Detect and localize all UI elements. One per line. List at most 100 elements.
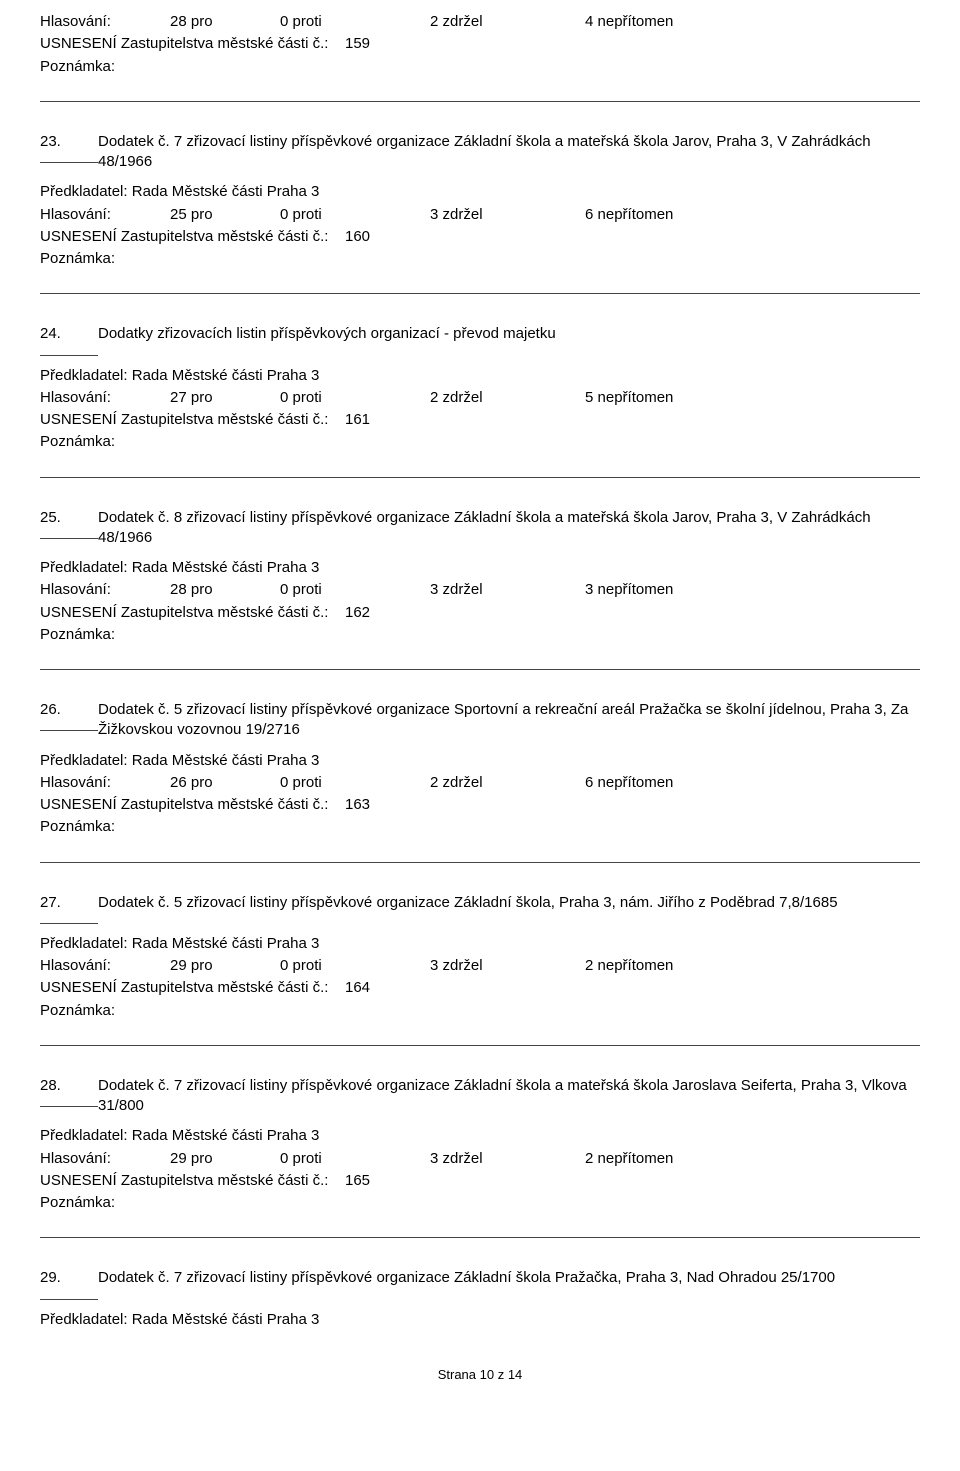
- vote-pro: 25 pro: [170, 205, 280, 225]
- vote-pro: 28 pro: [170, 580, 280, 600]
- agenda-item: 26.Dodatek č. 5 zřizovací listiny příspě…: [40, 670, 920, 863]
- note-row: Poznámka:: [40, 249, 920, 269]
- item-number: 29.: [40, 1268, 98, 1299]
- resolution-row: USNESENÍ Zastupitelstva městské části č.…: [40, 795, 920, 815]
- vote-nepritomen: 6 nepřítomen: [585, 205, 920, 225]
- presenter-label: Předkladatel:: [40, 1127, 132, 1144]
- vote-proti: 0 proti: [280, 956, 430, 976]
- item-title-row: 23.Dodatek č. 7 zřizovací listiny příspě…: [40, 132, 920, 173]
- vote-proti: 0 proti: [280, 580, 430, 600]
- resolution-row: USNESENÍ Zastupitelstva městské části č.…: [40, 603, 920, 623]
- vote-proti: 0 proti: [280, 773, 430, 793]
- item-number: 25.: [40, 508, 98, 539]
- vote-zdrzel: 3 zdržel: [430, 580, 585, 600]
- vote-nepritomen: 2 nepřítomen: [585, 1149, 920, 1169]
- note-row: Poznámka:: [40, 817, 920, 837]
- vote-proti: 0 proti: [280, 388, 430, 408]
- presenter-row: Předkladatel: Rada Městské části Praha 3: [40, 558, 920, 578]
- vote-row: Hlasování:26 pro0 proti2 zdržel6 nepříto…: [40, 773, 920, 793]
- top-continuation: Hlasování: 28 pro 0 proti 2 zdržel 4 nep…: [40, 12, 920, 102]
- resolution-number: 163: [345, 795, 370, 815]
- vote-nepritomen: 3 nepřítomen: [585, 580, 920, 600]
- resolution-label: USNESENÍ Zastupitelstva městské části č.…: [40, 34, 345, 54]
- item-number: 28.: [40, 1076, 98, 1107]
- vote-pro-suffix: pro: [187, 13, 213, 30]
- presenter-value: Rada Městské části Praha 3: [132, 752, 320, 769]
- item-title-text: Dodatek č. 5 zřizovací listiny příspěvko…: [98, 700, 920, 741]
- vote-pro: 27 pro: [170, 388, 280, 408]
- item-title-row: 25.Dodatek č. 8 zřizovací listiny příspě…: [40, 508, 920, 549]
- resolution-row: USNESENÍ Zastupitelstva městské části č.…: [40, 978, 920, 998]
- item-title-text: Dodatek č. 7 zřizovací listiny příspěvko…: [98, 1076, 920, 1117]
- page-footer: Strana 10 z 14: [40, 1366, 920, 1384]
- vote-nepritomen: 6 nepřítomen: [585, 773, 920, 793]
- resolution-row: USNESENÍ Zastupitelstva městské části č.…: [40, 1171, 920, 1191]
- resolution-number: 159: [345, 34, 370, 54]
- vote-proti: 0 proti: [280, 1149, 430, 1169]
- vote-zdrzel: 3 zdržel: [430, 205, 585, 225]
- resolution-label: USNESENÍ Zastupitelstva městské části č.…: [40, 1171, 345, 1191]
- vote-row: Hlasování:27 pro0 proti2 zdržel5 nepříto…: [40, 388, 920, 408]
- item-number: 23.: [40, 132, 98, 163]
- vote-zdrzel-suffix: zdržel: [438, 13, 482, 30]
- vote-pro: 29 pro: [170, 956, 280, 976]
- vote-pro: 26 pro: [170, 773, 280, 793]
- presenter-label: Předkladatel:: [40, 183, 132, 200]
- vote-proti: 0 proti: [280, 12, 430, 32]
- note-row: Poznámka:: [40, 432, 920, 452]
- agenda-item: 23.Dodatek č. 7 zřizovací listiny příspě…: [40, 102, 920, 295]
- vote-row: Hlasování:29 pro0 proti3 zdržel2 nepříto…: [40, 956, 920, 976]
- presenter-value: Rada Městské části Praha 3: [132, 1311, 320, 1328]
- item-title-row: 24.Dodatky zřizovacích listin příspěvkov…: [40, 324, 920, 355]
- vote-nepritomen: 5 nepřítomen: [585, 388, 920, 408]
- presenter-row: Předkladatel: Rada Městské části Praha 3: [40, 1126, 920, 1146]
- vote-row: Hlasování: 28 pro 0 proti 2 zdržel 4 nep…: [40, 12, 920, 32]
- vote-zdrzel: 2 zdržel: [430, 773, 585, 793]
- vote-label: Hlasování:: [40, 956, 170, 976]
- item-title-text: Dodatek č. 7 zřizovací listiny příspěvko…: [98, 132, 920, 173]
- vote-label: Hlasování:: [40, 1149, 170, 1169]
- presenter-row: Předkladatel: Rada Městské části Praha 3: [40, 934, 920, 954]
- resolution-row: USNESENÍ Zastupitelstva městské části č.…: [40, 34, 920, 54]
- item-title-row: 27.Dodatek č. 5 zřizovací listiny příspě…: [40, 893, 920, 924]
- agenda-item: 24.Dodatky zřizovacích listin příspěvkov…: [40, 294, 920, 477]
- vote-nepr-suffix: nepřítomen: [593, 13, 673, 30]
- presenter-value: Rada Městské části Praha 3: [132, 1127, 320, 1144]
- presenter-label: Předkladatel:: [40, 752, 132, 769]
- resolution-label: USNESENÍ Zastupitelstva městské části č.…: [40, 603, 345, 623]
- presenter-value: Rada Městské části Praha 3: [132, 559, 320, 576]
- vote-row: Hlasování:29 pro0 proti3 zdržel2 nepříto…: [40, 1149, 920, 1169]
- vote-proti: 0 proti: [280, 205, 430, 225]
- item-number: 27.: [40, 893, 98, 924]
- presenter-row: Předkladatel: Rada Městské části Praha 3: [40, 182, 920, 202]
- vote-zdrzel: 2 zdržel: [430, 388, 585, 408]
- vote-pro-value: 28: [170, 13, 187, 30]
- resolution-label: USNESENÍ Zastupitelstva městské části č.…: [40, 795, 345, 815]
- item-number: 24.: [40, 324, 98, 355]
- vote-proti-suffix: proti: [288, 13, 321, 30]
- vote-zdrzel: 3 zdržel: [430, 1149, 585, 1169]
- presenter-row: Předkladatel: Rada Městské části Praha 3: [40, 1310, 920, 1330]
- item-number: 26.: [40, 700, 98, 731]
- resolution-row: USNESENÍ Zastupitelstva městské části č.…: [40, 410, 920, 430]
- presenter-value: Rada Městské části Praha 3: [132, 367, 320, 384]
- vote-row: Hlasování:25 pro0 proti3 zdržel6 nepříto…: [40, 205, 920, 225]
- vote-label: Hlasování:: [40, 205, 170, 225]
- note-row: Poznámka:: [40, 1193, 920, 1213]
- presenter-value: Rada Městské části Praha 3: [132, 183, 320, 200]
- vote-nepritomen: 2 nepřítomen: [585, 956, 920, 976]
- resolution-number: 165: [345, 1171, 370, 1191]
- item-title-text: Dodatek č. 7 zřizovací listiny příspěvko…: [98, 1268, 920, 1288]
- presenter-row: Předkladatel: Rada Městské části Praha 3: [40, 751, 920, 771]
- item-title-row: 28.Dodatek č. 7 zřizovací listiny příspě…: [40, 1076, 920, 1117]
- presenter-label: Předkladatel:: [40, 1311, 132, 1328]
- vote-nepritomen: 4 nepřítomen: [585, 12, 920, 32]
- note-row: Poznámka:: [40, 625, 920, 645]
- item-title-text: Dodatky zřizovacích listin příspěvkových…: [98, 324, 920, 344]
- bottom-item: 29. Dodatek č. 7 zřizovací listiny přísp…: [40, 1238, 920, 1330]
- item-title-text: Dodatek č. 8 zřizovací listiny příspěvko…: [98, 508, 920, 549]
- resolution-number: 160: [345, 227, 370, 247]
- presenter-row: Předkladatel: Rada Městské části Praha 3: [40, 366, 920, 386]
- item-title-text: Dodatek č. 5 zřizovací listiny příspěvko…: [98, 893, 920, 913]
- resolution-number: 164: [345, 978, 370, 998]
